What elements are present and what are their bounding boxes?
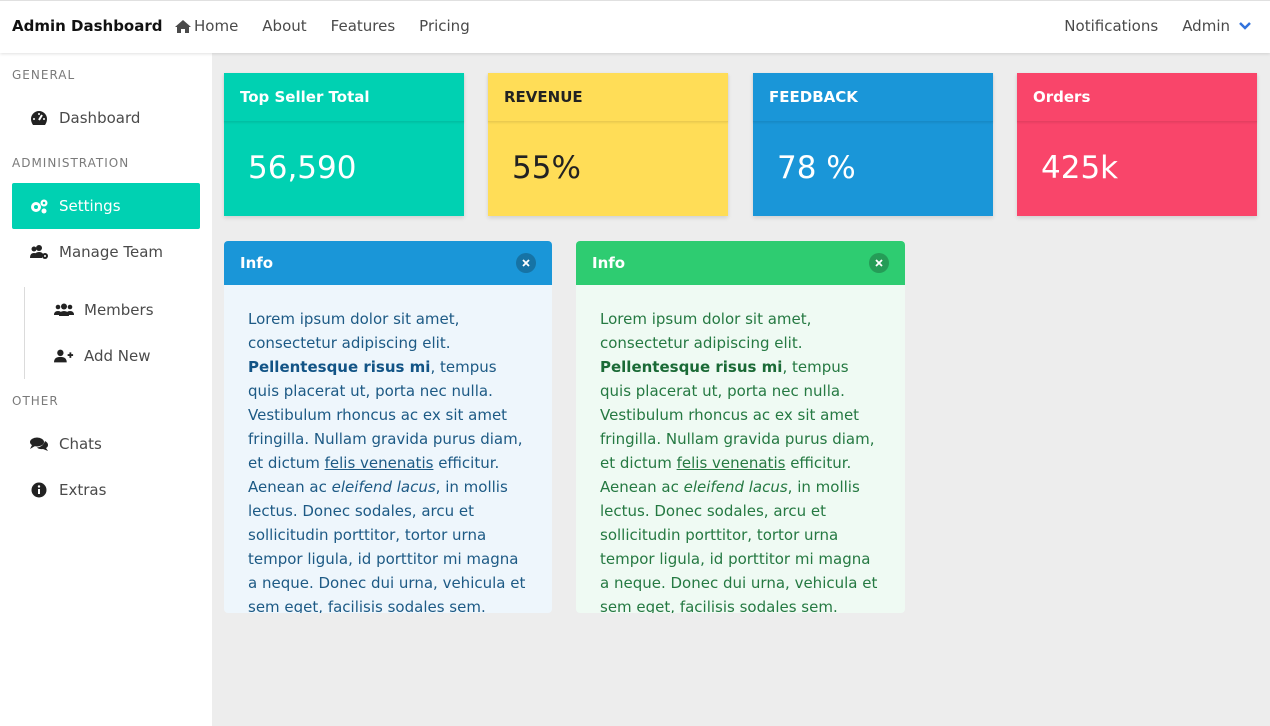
sidebar-item-dashboard[interactable]: Dashboard [12, 95, 200, 141]
sidebar-item-extras[interactable]: Extras [12, 467, 200, 513]
sidebar-item-dashboard-label: Dashboard [59, 109, 141, 127]
info-circle-icon [29, 482, 49, 498]
message-body: Lorem ipsum dolor sit amet, consectetur … [224, 285, 552, 613]
submenu-divider [24, 287, 25, 379]
stat-card-title: Top Seller Total [224, 73, 464, 122]
sidebar-item-members-label: Members [84, 301, 154, 319]
sidebar-item-settings[interactable]: Settings [12, 183, 200, 229]
sidebar-item-add-new[interactable]: Add New [37, 333, 200, 379]
sidebar-item-add-new-label: Add New [84, 347, 151, 365]
message-text: efficitur. Aenean ac [248, 454, 500, 496]
sidebar-item-chats-label: Chats [59, 435, 102, 453]
admin-dropdown[interactable]: Admin [1182, 17, 1254, 35]
message-text: Lorem ipsum dolor sit amet, consectetur … [248, 310, 460, 352]
nav-pricing-link[interactable]: Pricing [419, 17, 470, 35]
message-italic-text: eleifend lacus [331, 478, 436, 496]
notifications-link[interactable]: Notifications [1064, 17, 1159, 35]
message-text: , in mollis lectus. Donec sodales, arcu … [600, 478, 878, 613]
stat-card-value: 425k [1041, 150, 1119, 186]
message-text: Lorem ipsum dolor sit amet, consectetur … [600, 310, 812, 352]
cogs-icon [29, 198, 49, 214]
stat-card-title: REVENUE [488, 73, 728, 122]
sidebar: GENERAL Dashboard ADMINISTRATION Setting… [0, 53, 212, 726]
top-navbar: Admin Dashboard Home About Features Pric… [0, 0, 1270, 53]
admin-label: Admin [1182, 17, 1230, 35]
sidebar-item-chats[interactable]: Chats [12, 421, 200, 467]
stat-card-title: FEEDBACK [753, 73, 993, 122]
message-text: , tempus quis placerat ut, porta nec nul… [248, 358, 523, 472]
message-text: efficitur. Aenean ac [600, 454, 852, 496]
stat-card-value: 78 % [777, 150, 856, 186]
stat-card-value: 55% [512, 150, 581, 186]
message-italic-text: eleifend lacus [683, 478, 788, 496]
nav-about-link[interactable]: About [262, 17, 307, 35]
message-body: Lorem ipsum dolor sit amet, consectetur … [576, 285, 905, 613]
message-link[interactable]: felis venenatis [676, 454, 786, 472]
stat-card-title: Orders [1017, 73, 1257, 122]
close-icon[interactable] [516, 253, 536, 273]
message-header: Info [576, 241, 905, 285]
user-plus-icon [54, 348, 74, 364]
message-bold-text: Pellentesque risus mi [600, 358, 783, 376]
comments-icon [29, 436, 49, 452]
info-message-blue: Info Lorem ipsum dolor sit amet, consect… [224, 241, 552, 613]
nav-home-link[interactable]: Home [174, 17, 238, 35]
stat-card-orders: Orders 425k [1017, 73, 1257, 216]
menu-label-general: GENERAL [12, 68, 76, 82]
message-text: , in mollis lectus. Donec sodales, arcu … [248, 478, 526, 613]
menu-label-administration: ADMINISTRATION [12, 156, 130, 170]
chevron-down-icon [1238, 21, 1254, 31]
nav-home-label: Home [194, 17, 239, 35]
stat-card-revenue: REVENUE 55% [488, 73, 728, 216]
sidebar-item-manage-team[interactable]: Manage Team [12, 229, 200, 275]
nav-links: Home About Features Pricing [174, 17, 494, 35]
nav-features-link[interactable]: Features [330, 17, 396, 35]
users-cog-icon [29, 244, 49, 260]
sidebar-item-settings-label: Settings [59, 197, 121, 215]
message-text: , tempus quis placerat ut, porta nec nul… [600, 358, 875, 472]
users-icon [54, 303, 74, 317]
message-header: Info [224, 241, 552, 285]
sidebar-item-members[interactable]: Members [37, 287, 200, 333]
info-message-green: Info Lorem ipsum dolor sit amet, consect… [576, 241, 905, 613]
stat-card-value: 56,590 [248, 150, 357, 186]
sidebar-item-manage-team-label: Manage Team [59, 243, 163, 261]
tachometer-icon [29, 110, 49, 126]
close-icon[interactable] [869, 253, 889, 273]
sidebar-item-extras-label: Extras [59, 481, 107, 499]
brand-title[interactable]: Admin Dashboard [12, 17, 163, 35]
menu-label-other: OTHER [12, 394, 59, 408]
message-bold-text: Pellentesque risus mi [248, 358, 431, 376]
message-title: Info [592, 254, 626, 272]
nav-right: Notifications Admin [1040, 17, 1254, 35]
message-link[interactable]: felis venenatis [324, 454, 434, 472]
home-icon [174, 19, 194, 34]
stat-card-top-seller: Top Seller Total 56,590 [224, 73, 464, 216]
stat-card-feedback: FEEDBACK 78 % [753, 73, 993, 216]
message-title: Info [240, 254, 274, 272]
